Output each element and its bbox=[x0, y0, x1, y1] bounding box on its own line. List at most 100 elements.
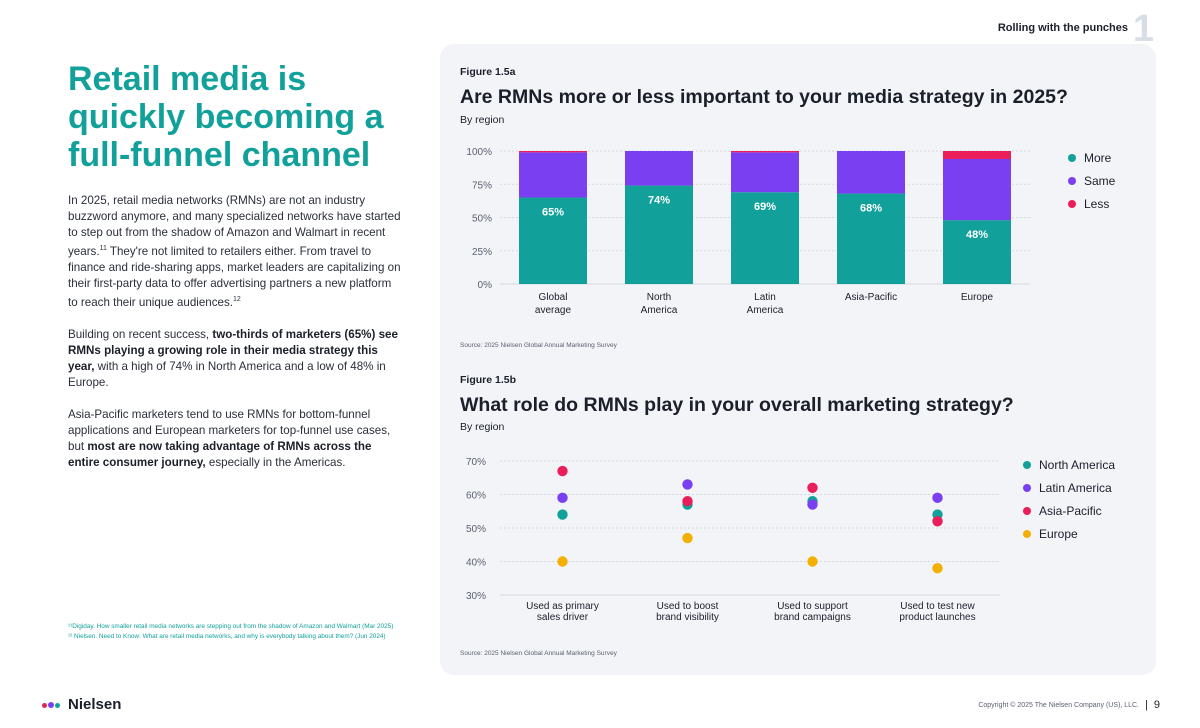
y-tick-label: 60% bbox=[466, 491, 486, 502]
y-tick-label: 25% bbox=[472, 247, 492, 258]
figure-b-subtitle: By region bbox=[460, 421, 505, 433]
point-latin-america-used-to-boost-brand-visibility bbox=[682, 479, 693, 490]
x-tick-label: Used as primary bbox=[526, 601, 599, 612]
copyright: Copyright © 2025 The Nielsen Company (US… bbox=[978, 701, 1140, 709]
legend-label: Latin America bbox=[1039, 480, 1112, 495]
legend-label: Asia-Pacific bbox=[1039, 503, 1102, 518]
page-number: 9 bbox=[1153, 699, 1160, 711]
paragraph-2: Building on recent success, two-thirds o… bbox=[68, 327, 398, 389]
x-tick-label: average bbox=[535, 305, 572, 316]
x-tick-label: Used to support bbox=[777, 601, 848, 612]
point-latin-america-used-to-test-new-product-launches bbox=[932, 492, 943, 504]
bar-same-global-average bbox=[519, 152, 587, 198]
chart-rmn-importance: 0% 25% 50% 75% 100% 65% Global average 74% North A… bbox=[466, 147, 1030, 316]
chart-a-legend-less: Less bbox=[1068, 192, 1115, 215]
data-label: 48% bbox=[966, 229, 988, 241]
figure-a-subtitle: By region bbox=[460, 114, 505, 126]
bar-less-global-average bbox=[519, 151, 587, 153]
footnote-ref: 12 bbox=[233, 295, 241, 303]
data-label: 74% bbox=[648, 195, 670, 207]
nielsen-mark-icon bbox=[42, 699, 62, 711]
chapter-number: 1 bbox=[1132, 8, 1154, 50]
legend-swatch bbox=[1068, 176, 1076, 185]
point-europe-used-as-primary-sales-driver bbox=[557, 556, 568, 567]
point-europe-used-to-support-brand-campaigns bbox=[807, 556, 818, 567]
figure-b-source: Source: 2025 Nielsen Global Annual Marke… bbox=[460, 650, 617, 657]
chart-a-legend-more: More bbox=[1068, 146, 1115, 169]
figure-b-title: What role do RMNs play in your overall m… bbox=[460, 394, 1014, 416]
chart-b-legend-asia-pacific: Asia-Pacific bbox=[1023, 499, 1115, 522]
bar-less-latin-america bbox=[731, 151, 799, 153]
data-label: 65% bbox=[542, 207, 564, 219]
bar-same-asia-pacific bbox=[837, 151, 905, 194]
body-copy: In 2025, retail media networks (RMNs) ar… bbox=[68, 193, 404, 487]
data-label: 68% bbox=[860, 203, 882, 215]
point-asia-pacific-used-as-primary-sales-driver bbox=[557, 465, 568, 477]
chart-b-legend-latin-america: Latin America bbox=[1023, 476, 1115, 499]
page-headline: Retail media is quickly becoming a full-… bbox=[68, 60, 384, 174]
x-tick-label: America bbox=[641, 305, 678, 316]
point-north-america-used-as-primary-sales-driver bbox=[557, 509, 568, 520]
data-label: 69% bbox=[754, 201, 776, 213]
point-latin-america-used-to-support-brand-campaigns bbox=[807, 499, 818, 510]
point-asia-pacific-used-to-support-brand-campaigns bbox=[807, 482, 818, 493]
legend-swatch bbox=[1023, 460, 1031, 469]
figures-card: Figure 1.5a Are RMNs more or less import… bbox=[440, 44, 1156, 675]
paragraph-3: Asia-Pacific marketers tend to use RMNs … bbox=[68, 407, 391, 469]
x-tick-label: America bbox=[747, 305, 784, 316]
legend-rmn-role: North America Latin America Asia-Pacific Eu… bbox=[1023, 453, 1115, 545]
section-title: Rolling with the punches bbox=[997, 22, 1128, 34]
legend-label: North America bbox=[1039, 457, 1116, 472]
point-latin-america-used-as-primary-sales-driver bbox=[557, 492, 568, 504]
point-asia-pacific-used-to-boost-brand-visibility bbox=[682, 496, 693, 507]
bar-more-latin-america bbox=[731, 192, 799, 284]
nielsen-logo: Nielsen bbox=[42, 696, 121, 713]
x-tick-label: Europe bbox=[961, 292, 994, 303]
legend-swatch bbox=[1023, 529, 1031, 538]
footnotes: ¹¹Digiday. How smaller retail media netw… bbox=[68, 622, 398, 642]
y-tick-label: 75% bbox=[472, 180, 492, 191]
x-tick-label: brand visibility bbox=[656, 612, 719, 623]
bar-more-global-average bbox=[519, 197, 587, 284]
legend-swatch bbox=[1068, 199, 1076, 208]
y-tick-label: 50% bbox=[472, 214, 492, 225]
bar-more-europe bbox=[943, 220, 1011, 284]
bar-same-latin-america bbox=[731, 152, 799, 193]
x-tick-label: Used to test new bbox=[900, 601, 975, 612]
x-tick-label: Global bbox=[539, 292, 568, 303]
legend-swatch bbox=[1023, 506, 1031, 515]
figure-a-title: Are RMNs more or less important to your … bbox=[460, 86, 1068, 108]
legend-rmn-importance: More Same Less bbox=[1068, 146, 1115, 215]
bar-same-north-america bbox=[625, 151, 693, 186]
footnote-11[interactable]: ¹¹Digiday. How smaller retail media netw… bbox=[68, 623, 394, 630]
x-tick-label: Asia-Pacific bbox=[845, 292, 897, 303]
legend-label: Less bbox=[1084, 196, 1110, 211]
y-tick-label: 30% bbox=[466, 591, 486, 602]
footnote-12[interactable]: ¹² Nielsen. Need to Know: What are retai… bbox=[68, 633, 386, 640]
page-footer: Copyright © 2025 The Nielsen Company (US… bbox=[978, 699, 1160, 711]
point-europe-used-to-boost-brand-visibility bbox=[682, 532, 693, 544]
brand-name: Nielsen bbox=[68, 696, 122, 713]
y-tick-label: 40% bbox=[466, 558, 486, 569]
x-tick-label: brand campaigns bbox=[774, 612, 851, 623]
x-tick-label: Latin bbox=[754, 292, 776, 303]
bar-same-europe bbox=[943, 158, 1011, 221]
legend-label: Europe bbox=[1039, 526, 1078, 541]
legend-swatch bbox=[1023, 483, 1031, 492]
point-asia-pacific-used-to-test-new-product-launches bbox=[932, 516, 943, 527]
x-tick-label: sales driver bbox=[537, 612, 589, 623]
figure-a-source: Source: 2025 Nielsen Global Annual Marke… bbox=[460, 342, 617, 349]
figure-a-label: Figure 1.5a bbox=[460, 66, 516, 78]
x-tick-label: North bbox=[647, 292, 671, 303]
x-tick-label: product launches bbox=[899, 612, 975, 623]
y-tick-label: 70% bbox=[466, 457, 486, 468]
legend-label: Same bbox=[1084, 173, 1116, 188]
figure-b-label: Figure 1.5b bbox=[460, 374, 517, 386]
bar-more-north-america bbox=[625, 185, 693, 284]
footer-separator: | bbox=[1145, 699, 1148, 711]
footnote-ref: 11 bbox=[99, 245, 107, 252]
legend-label: More bbox=[1084, 150, 1112, 165]
x-tick-label: Used to boost bbox=[657, 601, 719, 612]
y-tick-label: 100% bbox=[466, 147, 492, 158]
